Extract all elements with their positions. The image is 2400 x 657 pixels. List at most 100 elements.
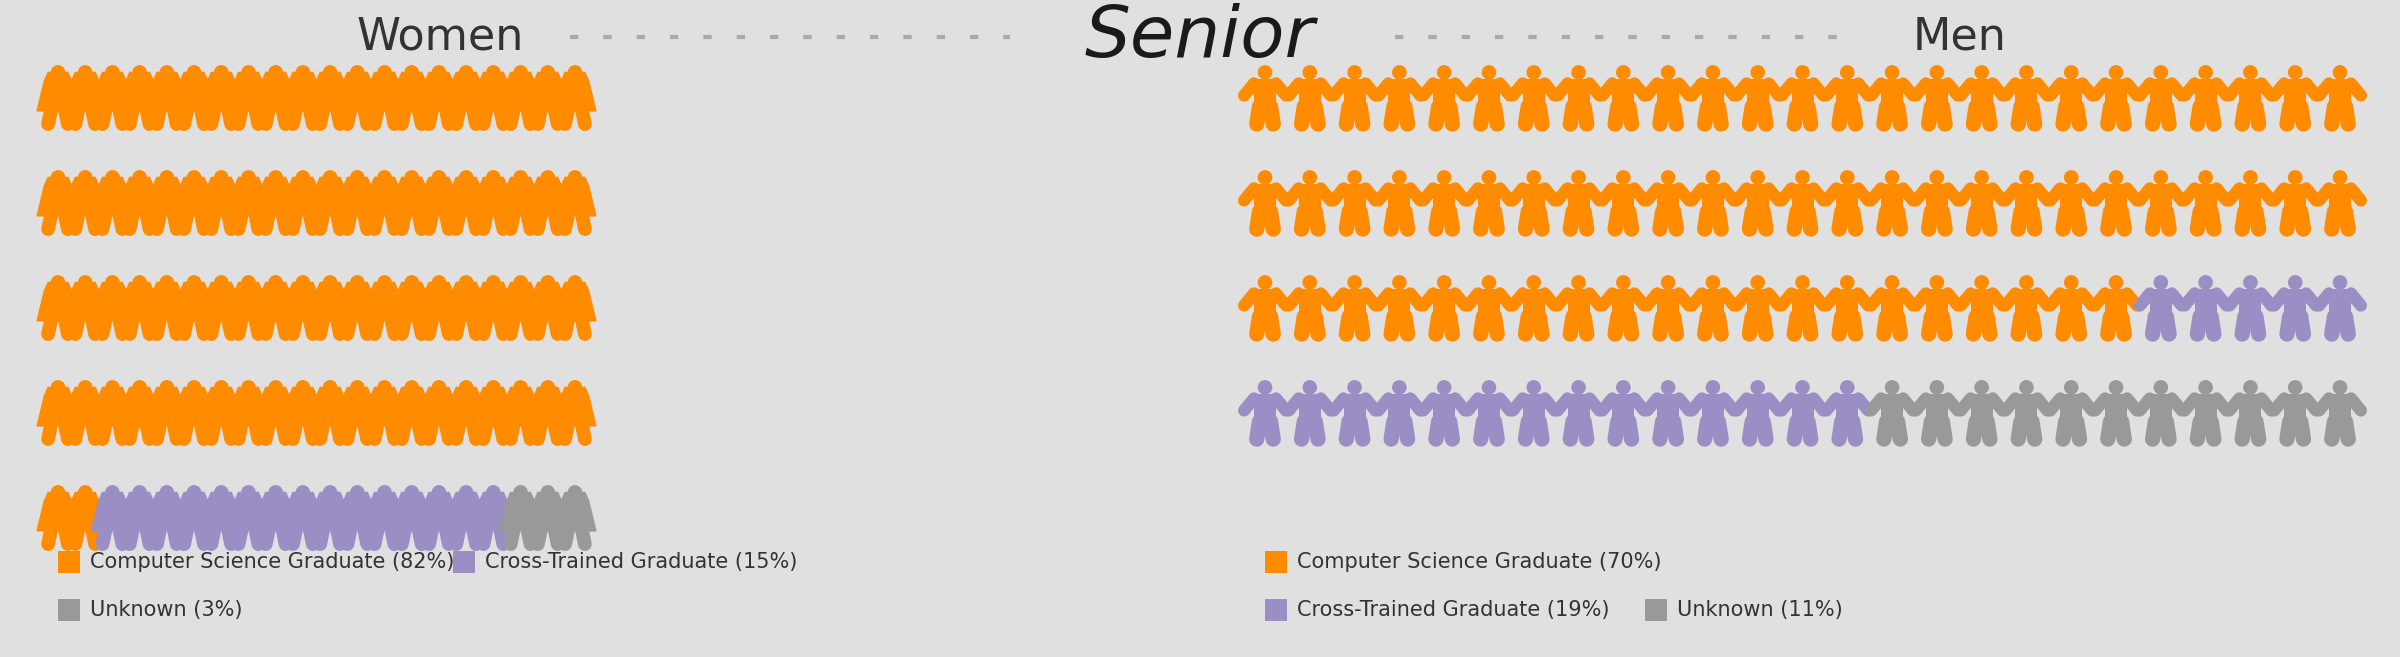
- Polygon shape: [391, 186, 432, 216]
- Polygon shape: [506, 72, 535, 81]
- Circle shape: [132, 276, 146, 289]
- Circle shape: [106, 381, 120, 394]
- Polygon shape: [206, 177, 235, 186]
- Polygon shape: [72, 283, 98, 291]
- Polygon shape: [91, 501, 134, 531]
- Polygon shape: [36, 396, 79, 426]
- Polygon shape: [418, 396, 461, 426]
- Circle shape: [432, 171, 446, 184]
- Circle shape: [487, 276, 499, 289]
- Circle shape: [1930, 276, 1944, 289]
- Polygon shape: [528, 186, 569, 216]
- Polygon shape: [454, 72, 480, 81]
- Polygon shape: [336, 291, 379, 321]
- Circle shape: [132, 486, 146, 499]
- FancyBboxPatch shape: [1255, 184, 1277, 212]
- Circle shape: [2333, 276, 2347, 289]
- Polygon shape: [91, 81, 134, 111]
- FancyBboxPatch shape: [1790, 289, 1814, 317]
- FancyBboxPatch shape: [1478, 289, 1500, 317]
- Circle shape: [487, 66, 499, 79]
- Circle shape: [2290, 276, 2302, 289]
- Polygon shape: [336, 186, 379, 216]
- FancyBboxPatch shape: [2150, 289, 2172, 317]
- Circle shape: [1975, 381, 1987, 394]
- Polygon shape: [173, 291, 216, 321]
- Circle shape: [1661, 276, 1675, 289]
- Polygon shape: [473, 501, 514, 531]
- Circle shape: [1795, 171, 1810, 184]
- Polygon shape: [36, 186, 79, 216]
- Circle shape: [324, 171, 336, 184]
- FancyBboxPatch shape: [2059, 394, 2083, 422]
- Circle shape: [242, 66, 254, 79]
- FancyBboxPatch shape: [2150, 79, 2172, 106]
- Polygon shape: [499, 291, 542, 321]
- Circle shape: [1303, 381, 1315, 394]
- Polygon shape: [310, 81, 350, 111]
- Polygon shape: [206, 388, 235, 396]
- FancyBboxPatch shape: [58, 599, 79, 621]
- Polygon shape: [146, 396, 187, 426]
- FancyBboxPatch shape: [2285, 289, 2306, 317]
- Polygon shape: [506, 492, 535, 501]
- Polygon shape: [506, 177, 535, 186]
- Circle shape: [432, 276, 446, 289]
- Circle shape: [295, 276, 310, 289]
- Polygon shape: [180, 283, 209, 291]
- Text: Men: Men: [1913, 16, 2006, 58]
- Polygon shape: [65, 186, 106, 216]
- Circle shape: [1661, 66, 1675, 79]
- Circle shape: [569, 276, 581, 289]
- Polygon shape: [281, 501, 324, 531]
- Circle shape: [2198, 276, 2213, 289]
- FancyBboxPatch shape: [1656, 184, 1680, 212]
- FancyBboxPatch shape: [1613, 394, 1634, 422]
- Polygon shape: [288, 492, 317, 501]
- Circle shape: [1930, 66, 1944, 79]
- Circle shape: [242, 381, 254, 394]
- Circle shape: [1975, 171, 1987, 184]
- Polygon shape: [454, 283, 480, 291]
- Circle shape: [1392, 171, 1406, 184]
- FancyBboxPatch shape: [1613, 79, 1634, 106]
- FancyBboxPatch shape: [2105, 394, 2126, 422]
- Polygon shape: [446, 186, 487, 216]
- Circle shape: [1349, 171, 1361, 184]
- Circle shape: [187, 486, 202, 499]
- Polygon shape: [370, 177, 398, 186]
- Circle shape: [214, 381, 228, 394]
- Polygon shape: [288, 283, 317, 291]
- Circle shape: [2021, 171, 2033, 184]
- Circle shape: [2244, 276, 2256, 289]
- FancyBboxPatch shape: [1790, 184, 1814, 212]
- FancyBboxPatch shape: [1387, 79, 1411, 106]
- Circle shape: [406, 486, 418, 499]
- Polygon shape: [199, 291, 242, 321]
- FancyBboxPatch shape: [1747, 394, 1769, 422]
- Polygon shape: [154, 388, 180, 396]
- Polygon shape: [562, 283, 588, 291]
- Circle shape: [514, 486, 528, 499]
- Circle shape: [187, 276, 202, 289]
- FancyBboxPatch shape: [2059, 79, 2083, 106]
- Polygon shape: [206, 283, 235, 291]
- Circle shape: [1392, 276, 1406, 289]
- Circle shape: [50, 66, 65, 79]
- FancyBboxPatch shape: [2016, 394, 2038, 422]
- Polygon shape: [281, 186, 324, 216]
- Circle shape: [269, 276, 283, 289]
- Polygon shape: [480, 283, 506, 291]
- Circle shape: [2244, 381, 2256, 394]
- FancyBboxPatch shape: [1344, 289, 1366, 317]
- Polygon shape: [43, 388, 72, 396]
- FancyBboxPatch shape: [1433, 289, 1454, 317]
- Circle shape: [1841, 66, 1853, 79]
- Polygon shape: [118, 81, 161, 111]
- Circle shape: [1795, 276, 1810, 289]
- Circle shape: [2333, 381, 2347, 394]
- Circle shape: [377, 276, 391, 289]
- Polygon shape: [562, 388, 588, 396]
- Polygon shape: [65, 396, 106, 426]
- FancyBboxPatch shape: [1567, 394, 1589, 422]
